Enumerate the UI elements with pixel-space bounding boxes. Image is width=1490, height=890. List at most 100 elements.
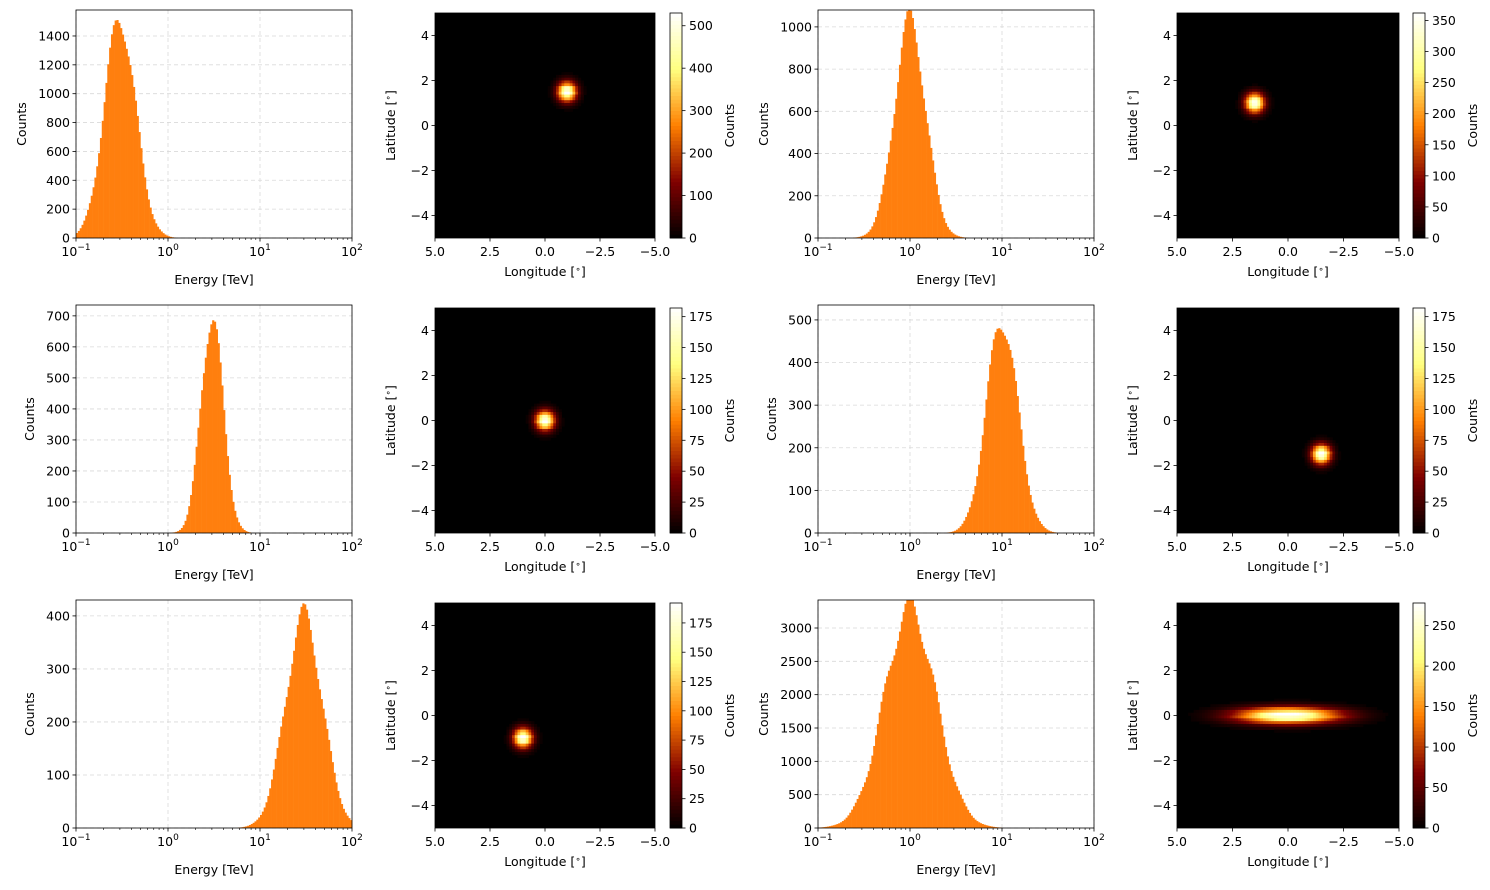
map-pixel bbox=[1293, 709, 1297, 714]
map-pixel bbox=[1301, 715, 1306, 719]
histogram-bar bbox=[134, 100, 138, 238]
histogram-bar bbox=[282, 716, 285, 828]
map-pixel bbox=[517, 746, 521, 750]
map-pixel bbox=[1285, 729, 1289, 733]
colorbar-tick-label: 250 bbox=[1432, 75, 1456, 90]
map-pixel bbox=[1257, 103, 1261, 107]
map-pixel bbox=[1276, 707, 1281, 711]
histogram-bar bbox=[287, 686, 290, 828]
map-pixel bbox=[542, 420, 546, 424]
map-pixel bbox=[1251, 117, 1256, 121]
histogram-bar bbox=[206, 344, 209, 533]
map-pixel bbox=[520, 740, 524, 745]
map-pixel bbox=[1251, 723, 1256, 728]
colorbar-segment bbox=[1413, 476, 1425, 481]
colorbar-segment bbox=[1413, 790, 1425, 795]
map-pixel bbox=[1293, 726, 1297, 730]
map-pixel bbox=[553, 428, 557, 433]
map-pixel bbox=[1312, 445, 1317, 450]
map-pixel bbox=[531, 412, 535, 416]
histogram-bar bbox=[983, 824, 986, 828]
histogram-bar bbox=[217, 343, 220, 533]
map-pixel bbox=[1332, 721, 1336, 725]
y-tick-label: 400 bbox=[788, 146, 812, 161]
map-pixel bbox=[1318, 454, 1322, 458]
map-pixel bbox=[1268, 91, 1272, 95]
map-pixel bbox=[1326, 451, 1331, 455]
map-pixel bbox=[545, 426, 549, 430]
histogram-bar bbox=[1024, 460, 1027, 533]
histogram-bar bbox=[852, 806, 856, 828]
colorbar-segment bbox=[1413, 129, 1425, 134]
map-pixel bbox=[1243, 114, 1247, 118]
map-pixel bbox=[1226, 707, 1231, 711]
histogram-bar bbox=[935, 184, 938, 238]
map-pixel bbox=[1249, 721, 1253, 725]
colorbar-segment bbox=[670, 431, 682, 436]
map-pixel bbox=[578, 103, 582, 107]
map-pixel bbox=[1304, 704, 1308, 708]
y-tick-label: 100 bbox=[46, 767, 70, 782]
map-pixel bbox=[1243, 715, 1247, 719]
colorbar-tick-label: 175 bbox=[689, 309, 713, 324]
map-pixel bbox=[512, 721, 516, 725]
map-pixel bbox=[528, 746, 532, 750]
map-pixel bbox=[1304, 698, 1308, 702]
map-pixel bbox=[525, 417, 529, 421]
map-pixel bbox=[564, 97, 568, 101]
map-pixel bbox=[1346, 709, 1350, 714]
map-pixel bbox=[1232, 726, 1236, 730]
y-tick-label: 2 bbox=[1163, 368, 1171, 383]
colorbar-segment bbox=[1413, 625, 1425, 630]
histogram-bar bbox=[324, 718, 327, 828]
histogram-bar bbox=[247, 825, 250, 828]
map-pixel bbox=[1304, 718, 1308, 722]
map-pixel bbox=[553, 426, 557, 430]
map-pixel bbox=[1226, 709, 1231, 714]
colorbar-segment bbox=[1413, 458, 1425, 463]
map-pixel bbox=[509, 738, 513, 742]
map-pixel bbox=[1301, 723, 1306, 728]
map-pixel bbox=[578, 97, 582, 101]
histogram-bar bbox=[887, 670, 891, 828]
map-pixel bbox=[1346, 723, 1350, 728]
y-tick-label: 4 bbox=[1163, 323, 1171, 338]
histogram-bar bbox=[1042, 526, 1045, 533]
histogram-bar bbox=[239, 525, 242, 533]
y-axis-label: Latitude [∘] bbox=[383, 385, 398, 456]
map-pixel bbox=[531, 414, 535, 419]
histogram-bar bbox=[858, 236, 861, 238]
colorbar-segment bbox=[1413, 749, 1425, 754]
map-pixel bbox=[514, 729, 518, 733]
colorbar-segment bbox=[670, 711, 682, 716]
histogram-bar bbox=[961, 237, 964, 238]
map-pixel bbox=[547, 434, 551, 438]
map-pixel bbox=[1226, 718, 1231, 722]
map-pixel bbox=[1243, 94, 1247, 98]
histogram-bar bbox=[922, 98, 926, 238]
map-pixel bbox=[1254, 100, 1258, 104]
map-pixel bbox=[1351, 723, 1355, 728]
map-pixel bbox=[1335, 701, 1339, 705]
histogram-bar bbox=[94, 177, 97, 238]
colorbar-segment bbox=[670, 644, 682, 649]
map-pixel bbox=[1246, 94, 1250, 98]
colorbar-segment bbox=[1413, 163, 1425, 168]
map-pixel bbox=[1218, 704, 1222, 708]
map-pixel bbox=[1290, 712, 1294, 716]
map-pixel bbox=[1337, 451, 1342, 455]
colorbar-segment bbox=[670, 771, 682, 776]
map-pixel bbox=[1310, 701, 1314, 705]
map-pixel bbox=[1268, 94, 1272, 98]
energy-histogram-4: 10−1 100 101 1020100200300400500600700Energ… bbox=[22, 304, 363, 582]
map-pixel bbox=[514, 721, 518, 725]
histogram-bar bbox=[291, 663, 294, 828]
map-pixel bbox=[1285, 721, 1289, 725]
map-pixel bbox=[1240, 721, 1244, 725]
map-pixel bbox=[536, 726, 540, 730]
histogram-bar bbox=[952, 233, 955, 238]
colorbar-segment bbox=[670, 450, 682, 455]
histogram-bar bbox=[873, 222, 876, 238]
histogram-bar bbox=[904, 19, 907, 239]
map-pixel bbox=[1368, 709, 1372, 714]
